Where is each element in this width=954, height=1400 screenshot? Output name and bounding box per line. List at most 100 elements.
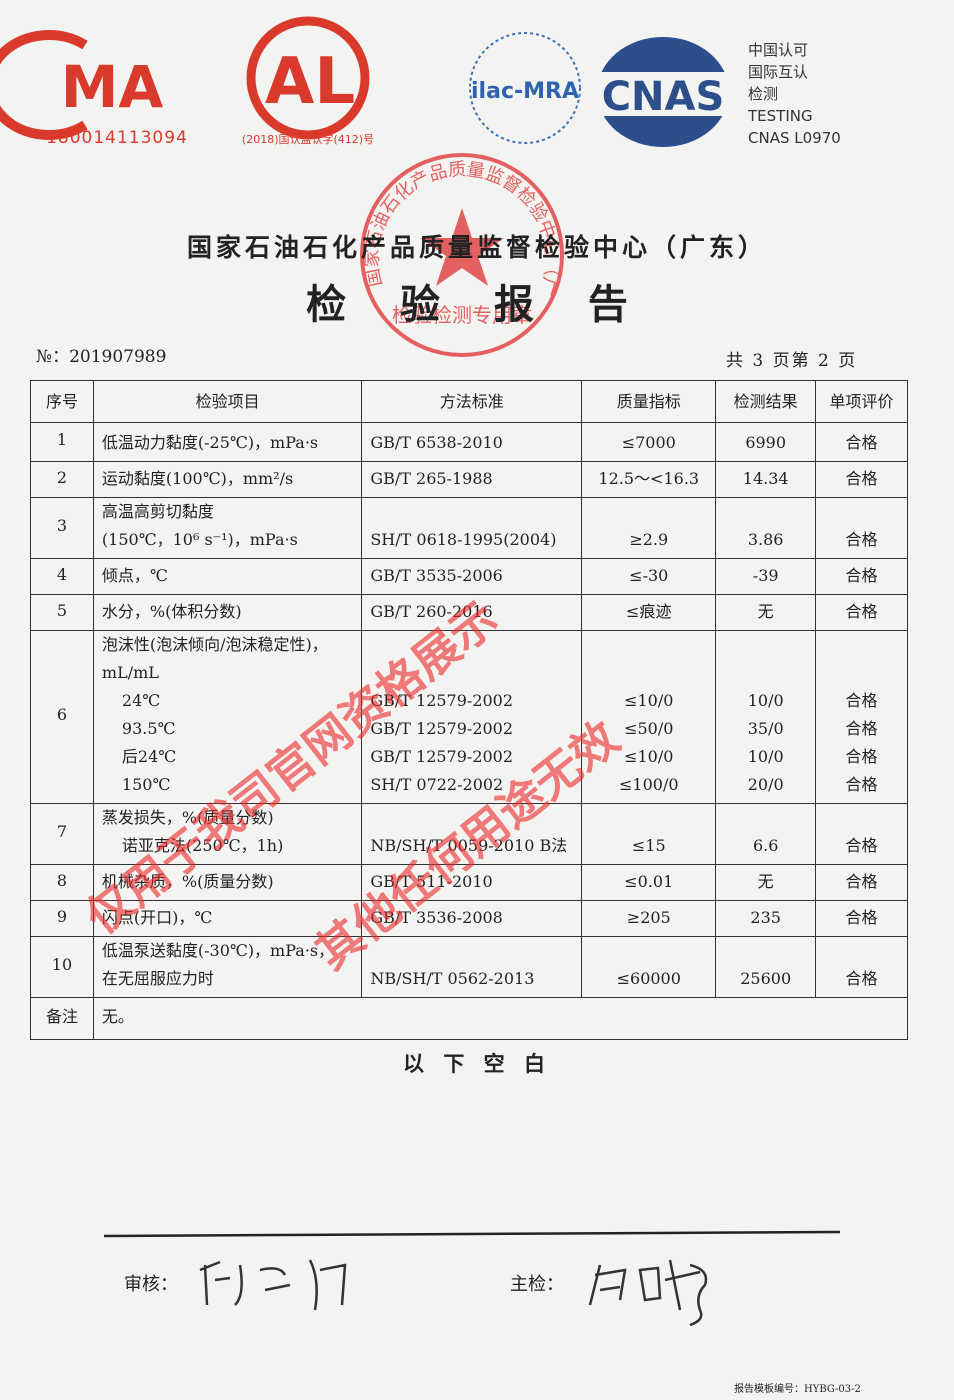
method-line: GB/T 12579-2002: [370, 691, 514, 710]
method-line: GB/T 511-2010: [370, 872, 493, 891]
ilac-globe: [469, 32, 581, 144]
item-line: 低温泵送黏度(-30℃)，mPa·s，: [101, 941, 335, 960]
results-table: 序号 检验项目 方法标准 质量指标 检测结果 单项评价 1 低温动力黏度(-25℃)，mPa·…: [30, 380, 909, 1040]
reviewer-signature: [199, 1259, 347, 1311]
cell-method: GB/T 260-2016: [361, 594, 583, 631]
cal-mark: AL: [265, 45, 355, 119]
result-line: 无: [757, 602, 774, 621]
limit-line: ≥205: [626, 908, 671, 927]
item-line: 后24℃: [121, 747, 177, 766]
table-row: 3 高温高剪切黏度 (150℃，10⁶ s⁻¹)，mPa·s SH/T 0618-19…: [30, 497, 908, 559]
cell-result: 6.6: [715, 803, 817, 865]
row-number: 9: [30, 900, 94, 937]
method-line: GB/T 260-2016: [370, 602, 493, 621]
cell-limit: ≤-30: [581, 558, 717, 595]
item-line: 蒸发损失，%(质量分数): [101, 808, 274, 827]
cell-limit: ≤痕迹: [581, 594, 717, 631]
remark-label: 备注: [30, 997, 94, 1040]
row-number: 4: [30, 558, 94, 595]
cell-method: GB/T 6538-2010: [361, 422, 583, 462]
cell-verdict: 合格: [815, 497, 908, 559]
cell-result: 3.86: [715, 497, 817, 559]
result-line: 3.86: [747, 530, 784, 549]
verdict-line: 合格: [845, 530, 878, 549]
cell-item: 低温动力黏度(-25℃)，mPa·s: [92, 422, 363, 462]
remark-text: 无。: [92, 997, 909, 1040]
verdict-line: 合格: [845, 872, 878, 891]
item-line: 倾点，℃: [101, 566, 168, 585]
cell-result: 10/0 35/0 10/0 20/0: [715, 630, 817, 804]
limit-line: ≤10/0: [624, 691, 674, 710]
limit-line: ≤100/0: [619, 775, 679, 794]
cnas-band: [590, 72, 736, 116]
cell-method: GB/T 511-2010: [361, 864, 583, 901]
cell-method: GB/T 12579-2002 GB/T 12579-2002 GB/T 12579…: [361, 630, 583, 804]
cell-verdict: 合格: [815, 422, 908, 462]
item-line: (150℃，10⁶ s⁻¹)，mPa·s: [101, 530, 298, 549]
cell-verdict: 合格: [815, 936, 908, 998]
result-line: 35/0: [747, 719, 784, 738]
cnas-line: 国际互认: [748, 63, 808, 81]
cell-item: 高温高剪切黏度 (150℃，10⁶ s⁻¹)，mPa·s: [92, 497, 363, 559]
table-row: 6 泡沫性(泡沫倾向/泡沫稳定性)，mL/mL 24℃ 93.5℃ 后24℃ 150℃ GB…: [30, 630, 908, 804]
stamp-center: 检验检测专用章: [392, 303, 532, 327]
cnas-line: CNAS L0970: [748, 129, 841, 147]
table-row: 1 低温动力黏度(-25℃)，mPa·s GB/T 6538-2010 ≤7000 69…: [30, 422, 908, 462]
verdict-line: 合格: [845, 469, 878, 488]
cell-method: NB/SH/T 0059-2010 B法: [361, 803, 583, 865]
verdict-line: 合格: [845, 908, 878, 927]
cell-verdict: 合格: [815, 803, 908, 865]
item-line: 诺亚克法(250℃，1h): [121, 836, 284, 855]
row-number: 5: [30, 594, 94, 631]
report-title: 检 验 报 告: [306, 282, 648, 328]
cell-verdict: 合格: [815, 558, 908, 595]
inspector-signature: [588, 1259, 708, 1327]
limit-line: 12.5～<16.3: [598, 469, 700, 488]
cal-code: (2018)国认监认字(412)号: [242, 132, 374, 146]
item-line: 高温高剪切黏度: [101, 502, 214, 521]
column-header: 方法标准: [361, 380, 583, 423]
limit-line: ≤痕迹: [626, 602, 672, 621]
column-header: 检验项目: [92, 380, 363, 423]
cma-code: 180014113094: [46, 128, 188, 148]
blank-note: 以 下 空 白: [403, 1052, 551, 1076]
signature-area: [103, 1230, 841, 1327]
verdict-line: 合格: [845, 691, 878, 710]
verdict-line: 合格: [845, 719, 878, 738]
verdict-line: 合格: [845, 747, 878, 766]
row-number: 10: [30, 936, 94, 998]
cnas-mark: CNAS: [602, 74, 725, 120]
item-line: 低温动力黏度(-25℃)，mPa·s: [101, 433, 319, 452]
item-line: 93.5℃: [121, 719, 176, 738]
cell-limit: ≥205: [581, 900, 717, 937]
method-line: GB/T 3535-2006: [370, 566, 503, 585]
reviewer-label: 审核：: [124, 1274, 178, 1295]
cell-item: 泡沫性(泡沫倾向/泡沫稳定性)，mL/mL 24℃ 93.5℃ 后24℃ 150℃: [92, 630, 363, 804]
template-number: 报告模板编号：HYBG-03-2: [734, 1384, 861, 1395]
cell-item: 低温泵送黏度(-30℃)，mPa·s， 在无屈服应力时: [92, 936, 363, 998]
verdict-line: 合格: [845, 602, 878, 621]
result-line: 无: [757, 872, 774, 891]
cell-method: NB/SH/T 0562-2013: [361, 936, 583, 998]
row-number: 1: [30, 422, 94, 462]
signature-rule: [103, 1230, 841, 1238]
page-number: 共 3 页第 2 页: [726, 351, 858, 371]
method-line: GB/T 12579-2002: [370, 747, 514, 766]
cell-result: 无: [715, 594, 817, 631]
result-line: 20/0: [747, 775, 784, 794]
verdict-line: 合格: [845, 969, 878, 988]
cell-result: -39: [715, 558, 817, 595]
item-line: 机械杂质，%(质量分数): [101, 872, 274, 891]
method-line: GB/T 6538-2010: [370, 433, 503, 452]
method-line: GB/T 12579-2002: [370, 719, 514, 738]
item-line: 150℃: [121, 775, 171, 794]
result-line: 10/0: [747, 747, 784, 766]
cell-verdict: 合格: [815, 864, 908, 901]
row-number: 2: [30, 461, 94, 498]
table-row: 7 蒸发损失，%(质量分数) 诺亚克法(250℃，1h) NB/SH/T 0059-2…: [30, 803, 908, 865]
column-header: 质量指标: [581, 380, 717, 423]
result-line: 6.6: [752, 836, 779, 855]
org-name: 国家石油石化产品质量监督检验中心（广东）: [186, 233, 767, 262]
limit-line: ≤-30: [629, 566, 669, 585]
